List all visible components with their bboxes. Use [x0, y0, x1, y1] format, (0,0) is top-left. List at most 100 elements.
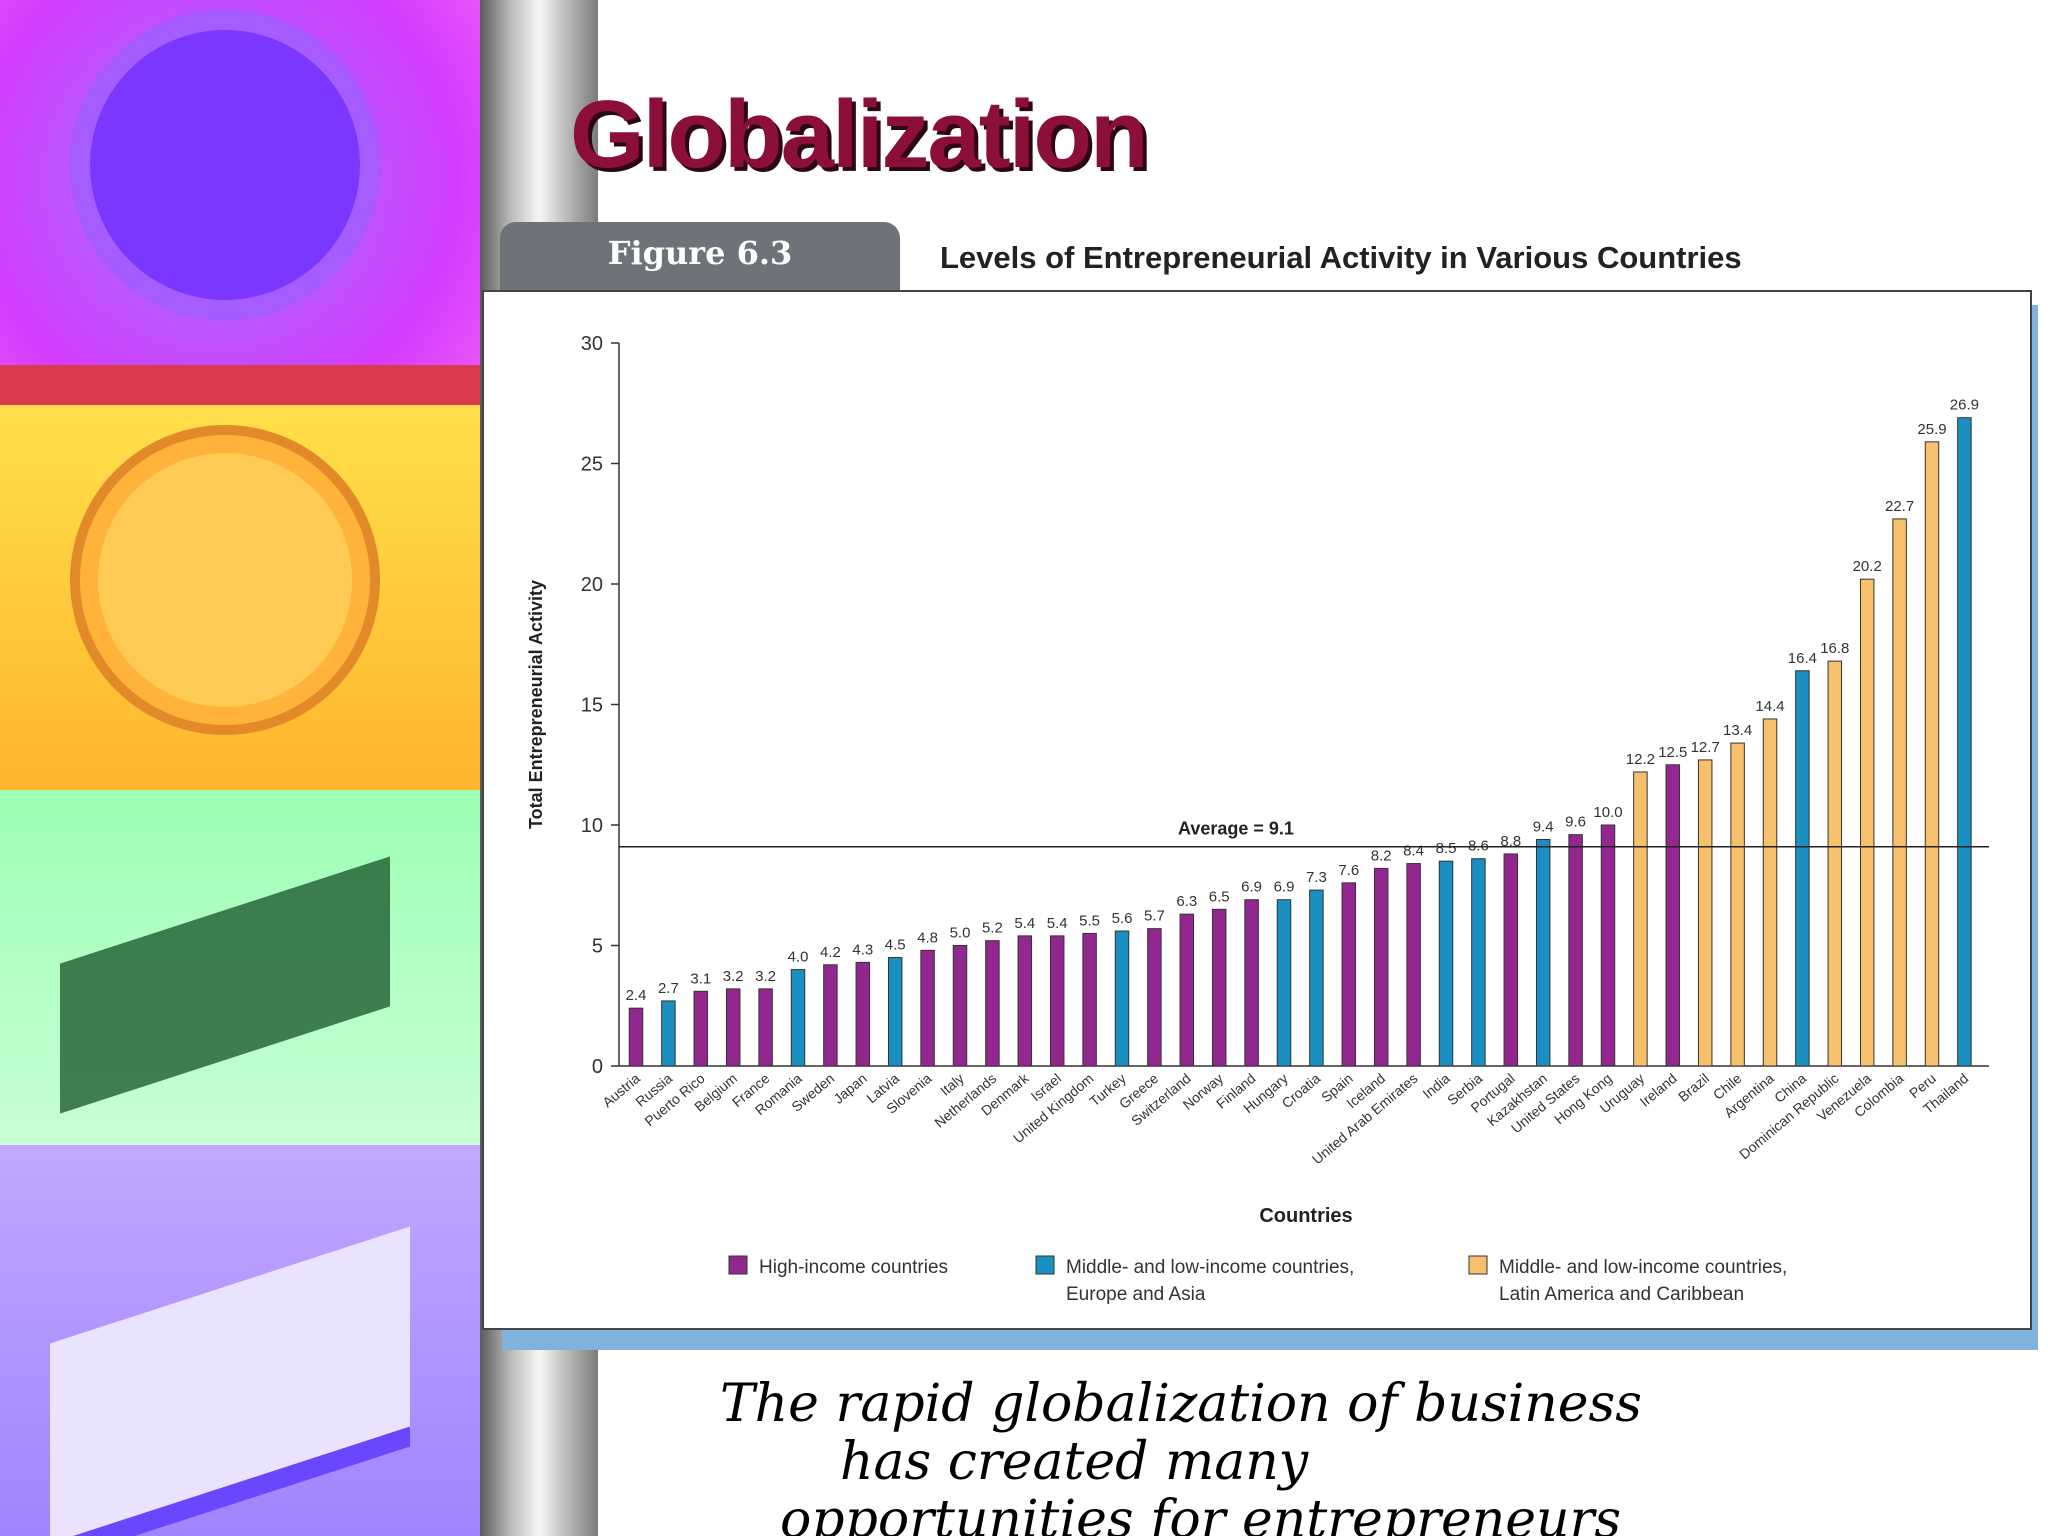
books-photo-purple: [0, 1145, 480, 1536]
decorative-photo-strip: [0, 0, 480, 1536]
bar: [725, 988, 741, 1067]
bar-value-label: 7.6: [1338, 862, 1359, 879]
bar-value-label: 5.6: [1112, 910, 1133, 927]
bar: [1762, 718, 1778, 1067]
bar: [1665, 764, 1681, 1067]
y-tick-label: 15: [581, 695, 603, 717]
bar: [1244, 899, 1259, 1067]
bar-value-label: 4.8: [917, 929, 938, 946]
bar-value-label: 2.7: [658, 980, 679, 997]
bar-chart: 0 5 10 15 20 25 30 Total Entrepreneurial Activi…: [526, 333, 1989, 1305]
bar: [920, 949, 935, 1067]
bar: [790, 969, 806, 1067]
slide-title: Globalization: [570, 81, 1149, 188]
y-tick-label: 10: [581, 815, 603, 837]
x-axis-title: Countries: [1259, 1205, 1352, 1227]
bar-value-label: 9.6: [1565, 814, 1586, 831]
bar-value-label: 6.9: [1274, 879, 1295, 896]
bar: [1730, 742, 1745, 1067]
bar-value-label: 13.4: [1723, 722, 1752, 739]
bar: [758, 988, 773, 1067]
legend-swatch: [728, 1255, 748, 1275]
bar: [887, 957, 903, 1067]
bar-value-label: 3.1: [690, 970, 711, 987]
bar: [1827, 660, 1843, 1067]
book-stack-icon: [50, 1226, 410, 1536]
y-tick-label: 20: [581, 574, 603, 596]
bar-value-label: 16.4: [1788, 650, 1817, 667]
bar-value-label: 16.8: [1820, 640, 1849, 657]
bar: [1503, 853, 1519, 1067]
bar: [661, 1000, 676, 1067]
legend-swatch: [1035, 1255, 1055, 1275]
bar-value-label: 3.2: [755, 968, 776, 985]
bar-value-label: 6.9: [1241, 879, 1262, 896]
clock-photo-yellow: [0, 405, 480, 790]
bar: [1795, 670, 1810, 1067]
bar-value-label: 8.4: [1403, 843, 1424, 860]
bar-value-label: 12.7: [1691, 739, 1720, 756]
bar: [1568, 834, 1583, 1067]
bar: [855, 961, 871, 1067]
figure-label: Figure 6.3: [607, 234, 793, 272]
figure-title: Levels of Entrepreneurial Activity in Va…: [940, 240, 1742, 275]
bar: [1341, 882, 1357, 1067]
legend-label: Latin America and Caribbean: [1499, 1284, 1744, 1305]
bar: [628, 1007, 644, 1067]
legend-label: Middle- and low-income countries,: [1499, 1257, 1787, 1278]
bar-value-label: 20.2: [1853, 558, 1882, 575]
x-tick-label: Japan: [830, 1070, 870, 1107]
legend-label: High-income countries: [759, 1257, 948, 1278]
bar-value-label: 5.2: [982, 920, 1003, 937]
y-tick-label: 25: [581, 454, 603, 476]
bar: [1179, 913, 1195, 1067]
book-stack-icon: [60, 856, 390, 1114]
average-label: Average = 9.1: [1178, 819, 1294, 839]
bar: [1957, 417, 1972, 1067]
bar: [1211, 908, 1227, 1067]
bar: [985, 940, 1000, 1067]
bar: [1600, 824, 1616, 1067]
y-axis-title: Total Entrepreneurial Activity: [526, 580, 546, 829]
x-tick-label: Brazil: [1675, 1070, 1712, 1105]
bar: [1114, 930, 1130, 1067]
legend-label: Middle- and low-income countries,: [1066, 1257, 1354, 1278]
books-photo-green: [0, 790, 480, 1145]
bar: [1633, 771, 1648, 1067]
bar-value-label: 8.8: [1500, 833, 1521, 850]
bar: [693, 990, 709, 1067]
bar-value-label: 4.5: [885, 937, 906, 954]
bar: [1373, 867, 1389, 1067]
bar-value-label: 8.2: [1371, 847, 1392, 864]
bar-value-label: 7.3: [1306, 869, 1327, 886]
bar-value-label: 5.7: [1144, 908, 1165, 925]
bar-value-label: 6.3: [1176, 893, 1197, 910]
bar: [1406, 863, 1421, 1067]
bar: [1276, 899, 1292, 1067]
bar: [1049, 935, 1065, 1067]
clock-photo-pink: [0, 0, 480, 400]
bar-value-label: 5.4: [1014, 915, 1035, 932]
clock-icon: [70, 10, 380, 320]
bar-value-label: 4.0: [788, 949, 809, 966]
clock-icon: [70, 425, 380, 735]
bar: [823, 964, 838, 1067]
bar-value-label: 12.2: [1626, 751, 1655, 768]
slide-caption: The rapid globalization of business has …: [700, 1375, 2000, 1536]
bar: [1859, 578, 1875, 1067]
bar: [1017, 935, 1033, 1067]
bar-value-label: 12.5: [1658, 744, 1687, 761]
x-tick-label: Ireland: [1637, 1070, 1680, 1110]
chart-frame: 0 5 10 15 20 25 30 Total Entrepreneurial Activi…: [482, 290, 2032, 1330]
bar: [1309, 889, 1324, 1067]
bar: [952, 945, 968, 1067]
bar: [1471, 858, 1486, 1067]
y-tick-label: 5: [592, 936, 603, 958]
bar-value-label: 8.5: [1436, 840, 1457, 857]
y-tick-label: 30: [581, 333, 603, 355]
caption-line: opportunities for entrepreneurs: [780, 1490, 1622, 1536]
bar-value-label: 14.4: [1755, 698, 1784, 715]
bar-value-label: 26.9: [1950, 397, 1979, 414]
photo-divider: [0, 365, 480, 405]
bar-value-label: 25.9: [1917, 421, 1946, 438]
